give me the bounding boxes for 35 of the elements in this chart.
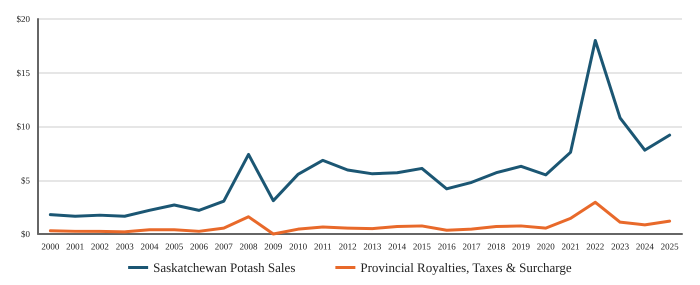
- x-tick-label: 2018: [487, 242, 506, 252]
- x-tick-label: 2003: [116, 242, 134, 252]
- x-tick-label: 2020: [536, 242, 556, 252]
- y-tick-label: $5: [21, 175, 30, 186]
- line-series: [48, 200, 672, 236]
- x-tick-label: 2022: [586, 242, 604, 252]
- x-tick-label: 2011: [314, 242, 332, 252]
- x-tick-label: 2013: [363, 242, 382, 252]
- x-tick-label: 2000: [41, 242, 60, 252]
- x-tick-label: 2004: [140, 242, 159, 252]
- y-tick-label: $15: [16, 68, 30, 78]
- x-tick-label: 2017: [462, 242, 481, 252]
- x-tick-label: 2014: [388, 242, 407, 252]
- x-tick-label: 2001: [66, 242, 84, 252]
- x-tick-label: 2012: [338, 242, 357, 252]
- x-tick-label: 2019: [512, 242, 530, 252]
- legend-label: Provincial Royalties, Taxes & Surcharge: [360, 260, 572, 275]
- y-tick-label: $0: [21, 229, 30, 239]
- x-tick-label: 2025: [660, 242, 680, 252]
- y-tick-label: $20: [16, 14, 30, 24]
- x-tick-label: 2002: [90, 242, 109, 252]
- x-tick-label: 2007: [214, 242, 234, 252]
- legend-label: Saskatchewan Potash Sales: [153, 260, 296, 275]
- x-tick-label: 2016: [438, 242, 456, 252]
- x-tick-label: 2006: [190, 242, 208, 252]
- x-tick-label: 2021: [562, 242, 580, 252]
- x-tick-label: 2010: [289, 242, 308, 252]
- x-tick-label: 2005: [165, 242, 184, 252]
- y-tick-label: $10: [16, 122, 30, 132]
- x-tick-label: 2023: [611, 242, 630, 252]
- line-series: [48, 39, 672, 218]
- x-tick-label: 2015: [412, 242, 432, 252]
- x-tick-label: 2008: [240, 242, 258, 252]
- x-tick-label: 2024: [636, 242, 654, 252]
- x-tick-label: 2009: [264, 242, 283, 252]
